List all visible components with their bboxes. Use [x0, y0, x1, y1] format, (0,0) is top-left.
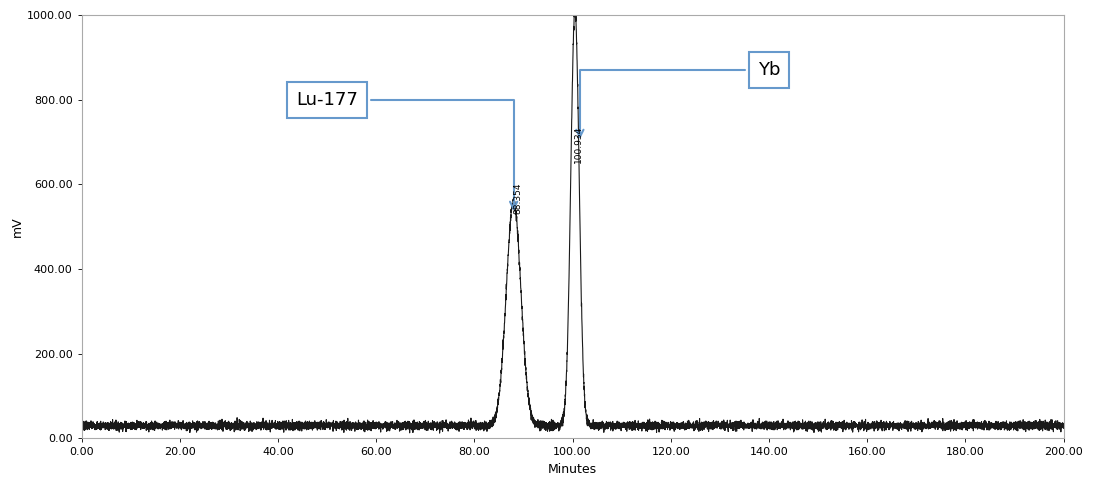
Text: 88.354: 88.354: [513, 183, 522, 214]
Text: Yb: Yb: [577, 61, 780, 137]
X-axis label: Minutes: Minutes: [548, 463, 597, 476]
Text: Lu-177: Lu-177: [296, 91, 517, 209]
Y-axis label: mV: mV: [11, 216, 24, 237]
Text: 100.934: 100.934: [574, 126, 583, 163]
